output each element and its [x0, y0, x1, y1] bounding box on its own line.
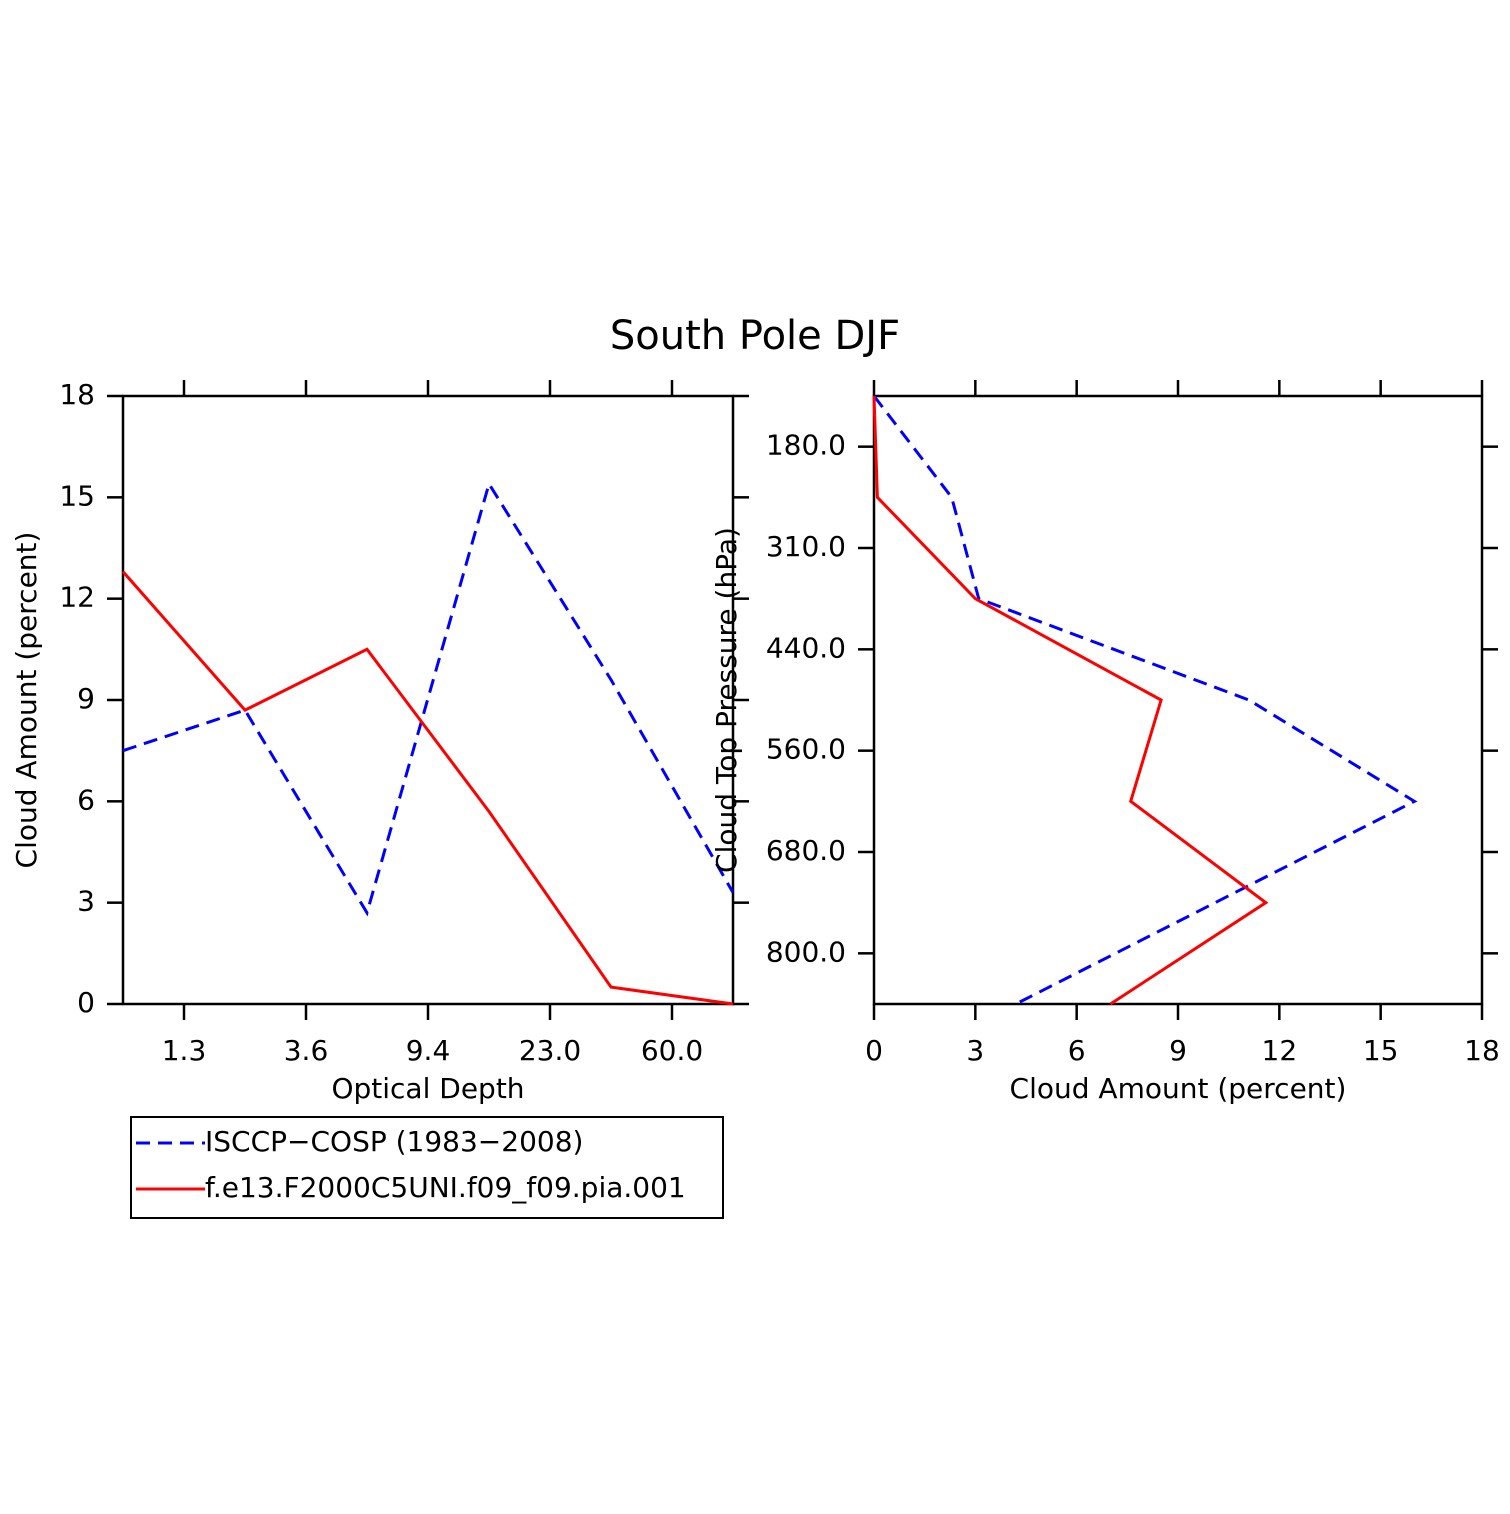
y-tick-label: 3: [77, 885, 95, 918]
x-tick-label: 3: [966, 1034, 984, 1067]
legend-box: [130, 1116, 724, 1219]
y-tick-label: 440.0: [766, 631, 846, 664]
x-tick-label: 18: [1464, 1034, 1500, 1067]
y-tick-label: 0: [77, 986, 95, 1019]
x-tick-label: 9: [1169, 1034, 1187, 1067]
series-line: [121, 570, 734, 1006]
x-tick-label: 3.6: [284, 1034, 329, 1067]
y-tick-label: 12: [59, 581, 95, 614]
x-axis-label: Optical Depth: [331, 1072, 524, 1105]
series-line: [122, 480, 735, 917]
figure-title: South Pole DJF: [610, 313, 900, 359]
y-tick-label: 680.0: [766, 834, 846, 867]
y-tick-label: 18: [59, 378, 95, 411]
legend-label: ISCCP−COSP (1983−2008): [205, 1125, 583, 1158]
y-tick-label: 560.0: [766, 733, 846, 766]
y-tick-label: 6: [77, 783, 95, 816]
series-line: [872, 395, 1269, 1006]
x-tick-label: 9.4: [406, 1034, 451, 1067]
x-tick-label: 15: [1363, 1034, 1399, 1067]
y-tick-label: 15: [59, 479, 95, 512]
x-tick-label: 1.3: [162, 1034, 207, 1067]
legend-label: f.e13.F2000C5UNI.f09_f09.pia.001: [205, 1171, 686, 1204]
x-tick-label: 6: [1068, 1034, 1086, 1067]
y-tick-label: 310.0: [766, 530, 846, 563]
y-tick-label: 9: [77, 682, 95, 715]
y-axis-label: Cloud Amount (percent): [10, 532, 43, 869]
x-tick-label: 60.0: [641, 1034, 703, 1067]
x-axis-label: Cloud Amount (percent): [1010, 1072, 1347, 1105]
x-tick-label: 23.0: [519, 1034, 581, 1067]
x-tick-label: 0: [865, 1034, 883, 1067]
y-tick-label: 800.0: [766, 935, 846, 968]
y-tick-label: 180.0: [766, 429, 846, 462]
x-tick-label: 12: [1262, 1034, 1298, 1067]
y-axis-label: Cloud Top Pressure (hPa): [710, 527, 743, 873]
